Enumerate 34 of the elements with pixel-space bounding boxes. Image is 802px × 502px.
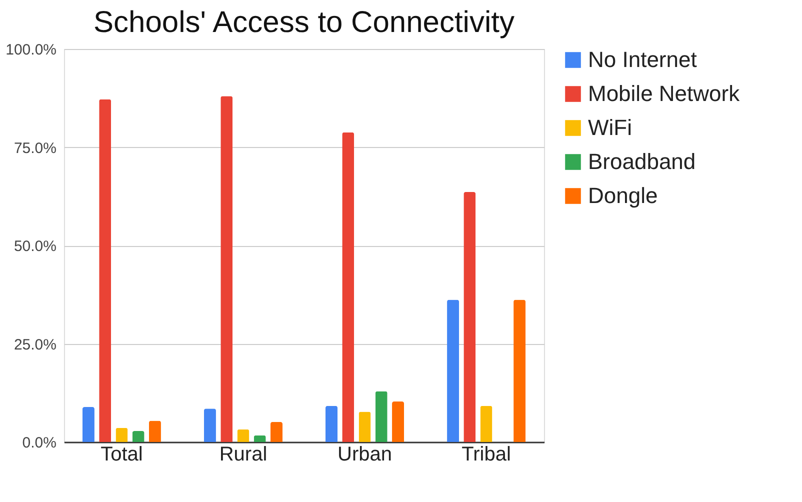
bar [392,402,404,442]
bar [220,96,233,442]
bar [237,429,250,442]
bar [480,406,492,442]
bar [82,407,94,442]
bar [514,300,526,442]
bar [204,408,216,442]
bar [358,412,371,442]
legend-label: Dongle [588,183,658,208]
legend-label: Mobile Network [588,81,741,106]
x-tick-label: Tribal [462,444,511,466]
x-tick-label: Total [100,444,143,466]
y-tick-label: 0.0% [22,434,56,452]
bar [375,391,388,442]
y-tick-label: 50.0% [14,238,56,255]
legend-label: Broadband [588,149,696,174]
legend-label: No Internet [588,47,697,72]
y-tick-label: 25.0% [14,336,56,354]
bar [464,192,476,442]
y-tick-label: 75.0% [14,140,56,157]
bar [342,132,354,442]
y-tick-label: 100.0% [6,42,56,58]
bar [99,99,112,442]
legend-label: WiFi [588,115,632,140]
bar [132,430,144,442]
chart-title: Schools' Access to Connectivity [94,6,514,39]
bar [447,300,460,442]
bar [270,422,282,442]
bar [326,406,338,442]
bar [254,435,266,442]
bar [148,420,161,442]
x-tick-label: Urban [338,444,392,466]
x-tick-label: Rural [219,444,268,466]
bar [116,428,128,442]
